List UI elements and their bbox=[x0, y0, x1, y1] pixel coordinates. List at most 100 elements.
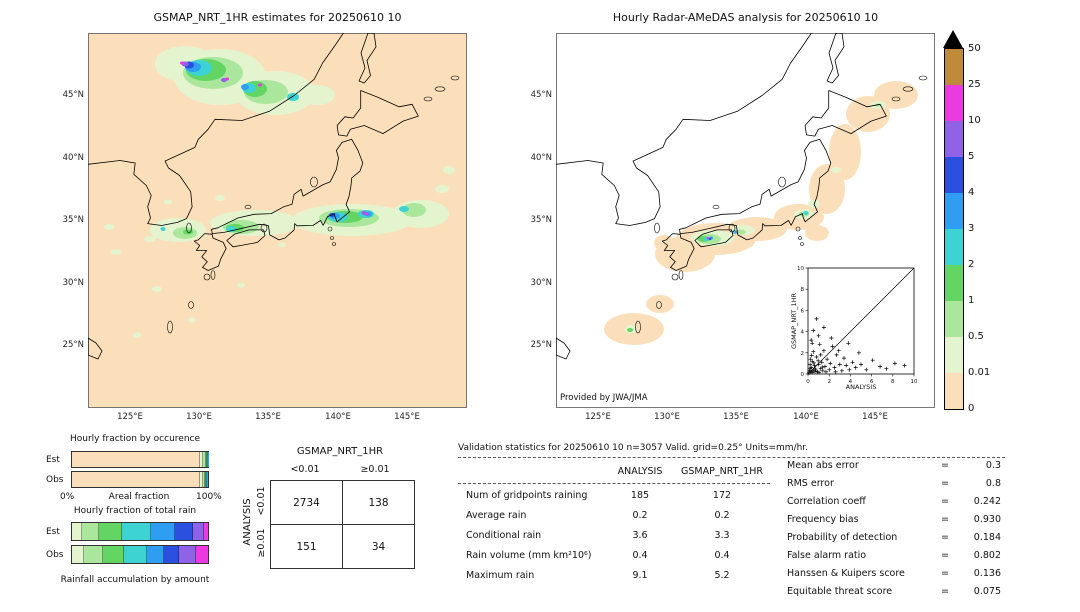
svg-text:2: 2 bbox=[827, 379, 831, 385]
bar-segment bbox=[164, 546, 180, 563]
colorbar-segment bbox=[945, 265, 963, 301]
contingency-row-label: <0.01 bbox=[256, 486, 267, 516]
lon-tick-label: 135°E bbox=[255, 412, 281, 422]
totalrain-obs-label: Obs bbox=[46, 550, 64, 560]
occurrence-axis-label: Areal fraction bbox=[108, 492, 170, 502]
lat-tick-label: 40°N bbox=[530, 153, 552, 163]
bar-segment bbox=[72, 472, 200, 487]
colorbar-label: 4 bbox=[968, 187, 975, 198]
totalrain-est-label: Est bbox=[46, 527, 60, 537]
stats-extra-row: Mean abs error = 0.3 bbox=[787, 460, 1001, 471]
inset-y-label: GSMAP_NRT_1HR bbox=[790, 292, 798, 349]
colorbar-label: 3 bbox=[968, 223, 975, 234]
totalrain-bar-est bbox=[71, 522, 209, 541]
lon-tick-label: 140°E bbox=[793, 412, 819, 422]
colorbar-segment bbox=[945, 193, 963, 229]
contingency-table: 2734 138 151 34 bbox=[270, 480, 415, 569]
colorbar-label: 0 bbox=[968, 403, 975, 414]
lon-tick-label: 125°E bbox=[117, 412, 143, 422]
bar-segment bbox=[204, 472, 207, 487]
bar-segment bbox=[195, 546, 208, 563]
bar-segment bbox=[203, 523, 208, 540]
contingency-row-label: ≥0.01 bbox=[256, 528, 267, 558]
svg-text:0: 0 bbox=[806, 379, 810, 385]
stats-title: Validation statistics for 20250610 10 n=… bbox=[458, 443, 809, 453]
bar-segment bbox=[72, 546, 85, 563]
bar-segment bbox=[202, 472, 205, 487]
bar-segment bbox=[103, 546, 124, 563]
bar-segment bbox=[200, 452, 204, 467]
bar-segment bbox=[205, 452, 207, 467]
bar-segment bbox=[72, 452, 201, 467]
occurrence-bar-obs bbox=[71, 471, 209, 488]
colorbar-segment bbox=[945, 49, 963, 85]
contingency-col-group: GSMAP_NRT_1HR bbox=[296, 446, 384, 457]
colorbar-label: 2 bbox=[968, 259, 975, 270]
svg-text:4: 4 bbox=[801, 330, 805, 336]
colorbar-segment bbox=[945, 121, 963, 157]
lon-tick-label: 130°E bbox=[654, 412, 680, 422]
svg-text:6: 6 bbox=[870, 379, 874, 385]
coastlines bbox=[88, 33, 460, 360]
bar-segment bbox=[175, 523, 193, 540]
lat-tick-label: 45°N bbox=[530, 90, 552, 100]
inset-x-label: ANALYSIS bbox=[846, 383, 877, 391]
coastlines bbox=[556, 33, 928, 360]
inset-points bbox=[807, 316, 907, 375]
lat-tick-label: 30°N bbox=[530, 278, 552, 288]
colorbar-label: 1 bbox=[968, 295, 975, 306]
right-rain-field bbox=[604, 81, 918, 345]
colorbar-label: 0.5 bbox=[968, 331, 984, 342]
small-islands bbox=[635, 75, 928, 334]
radar-amedas-map: 00 2 2 4 4 6 6 8 8 10 10 ANALYSIS GSMAP_NRT_1HR bbox=[556, 33, 935, 408]
svg-text:6: 6 bbox=[801, 308, 805, 314]
colorbar-bar bbox=[944, 48, 964, 410]
stats-extra-row: Probability of detection = 0.184 bbox=[787, 532, 1001, 543]
right-map-title: Hourly Radar-AMeDAS analysis for 2025061… bbox=[612, 11, 879, 24]
lon-tick-label: 145°E bbox=[394, 412, 420, 422]
lat-tick-label: 45°N bbox=[62, 90, 84, 100]
totalrain-caption: Rainfall accumulation by amount bbox=[60, 575, 210, 585]
totalrain-bar-obs bbox=[71, 545, 209, 564]
svg-text:8: 8 bbox=[801, 287, 805, 293]
contingency-col-label: ≥0.01 bbox=[360, 464, 390, 475]
svg-text:0: 0 bbox=[801, 372, 805, 378]
colorbar-segment bbox=[945, 157, 963, 193]
inset-diagonal-line bbox=[807, 267, 915, 375]
colorbar-label: 10 bbox=[968, 115, 981, 126]
stats-col-gsmap: GSMAP_NRT_1HR bbox=[681, 466, 763, 477]
bar-segment bbox=[192, 523, 204, 540]
occurrence-axis-max: 100% bbox=[196, 492, 222, 502]
bar-segment bbox=[123, 546, 147, 563]
colorbar-segment bbox=[945, 85, 963, 121]
svg-text:4: 4 bbox=[849, 379, 853, 385]
stats-extra-row: Hanssen & Kuipers score = 0.136 bbox=[787, 568, 1001, 579]
bar-segment bbox=[72, 523, 82, 540]
occurrence-est-label: Est bbox=[46, 455, 60, 465]
validation-scatter-inset: 00 2 2 4 4 6 6 8 8 10 10 ANALYSIS GSMAP_NRT_1HR bbox=[790, 266, 918, 391]
contingency-cell: 34 bbox=[342, 524, 415, 569]
stats-extra-row: Correlation coeff = 0.242 bbox=[787, 496, 1001, 507]
occurrence-chart-title: Hourly fraction by occurence bbox=[69, 434, 201, 444]
lon-tick-label: 140°E bbox=[325, 412, 351, 422]
bar-segment bbox=[150, 523, 176, 540]
stats-divider bbox=[458, 457, 1005, 458]
svg-text:8: 8 bbox=[891, 379, 895, 385]
colorbar-label: 0.01 bbox=[968, 367, 991, 378]
contingency-row-group: ANALYSIS bbox=[242, 498, 253, 546]
colorbar-label: 5 bbox=[968, 151, 975, 162]
svg-text:10: 10 bbox=[797, 266, 804, 272]
bar-segment bbox=[207, 472, 208, 487]
lat-tick-label: 40°N bbox=[62, 153, 84, 163]
stats-extra-row: False alarm ratio = 0.802 bbox=[787, 550, 1001, 561]
bar-segment bbox=[122, 523, 151, 540]
occurrence-bar-est bbox=[71, 451, 209, 468]
colorbar-segment bbox=[945, 229, 963, 265]
svg-text:10: 10 bbox=[911, 379, 918, 385]
bar-segment bbox=[206, 472, 208, 487]
bar-segment bbox=[146, 546, 165, 563]
stats-col-analysis: ANALYSIS bbox=[617, 466, 663, 477]
colorbar-segment bbox=[945, 373, 963, 409]
bar-segment bbox=[206, 452, 208, 467]
